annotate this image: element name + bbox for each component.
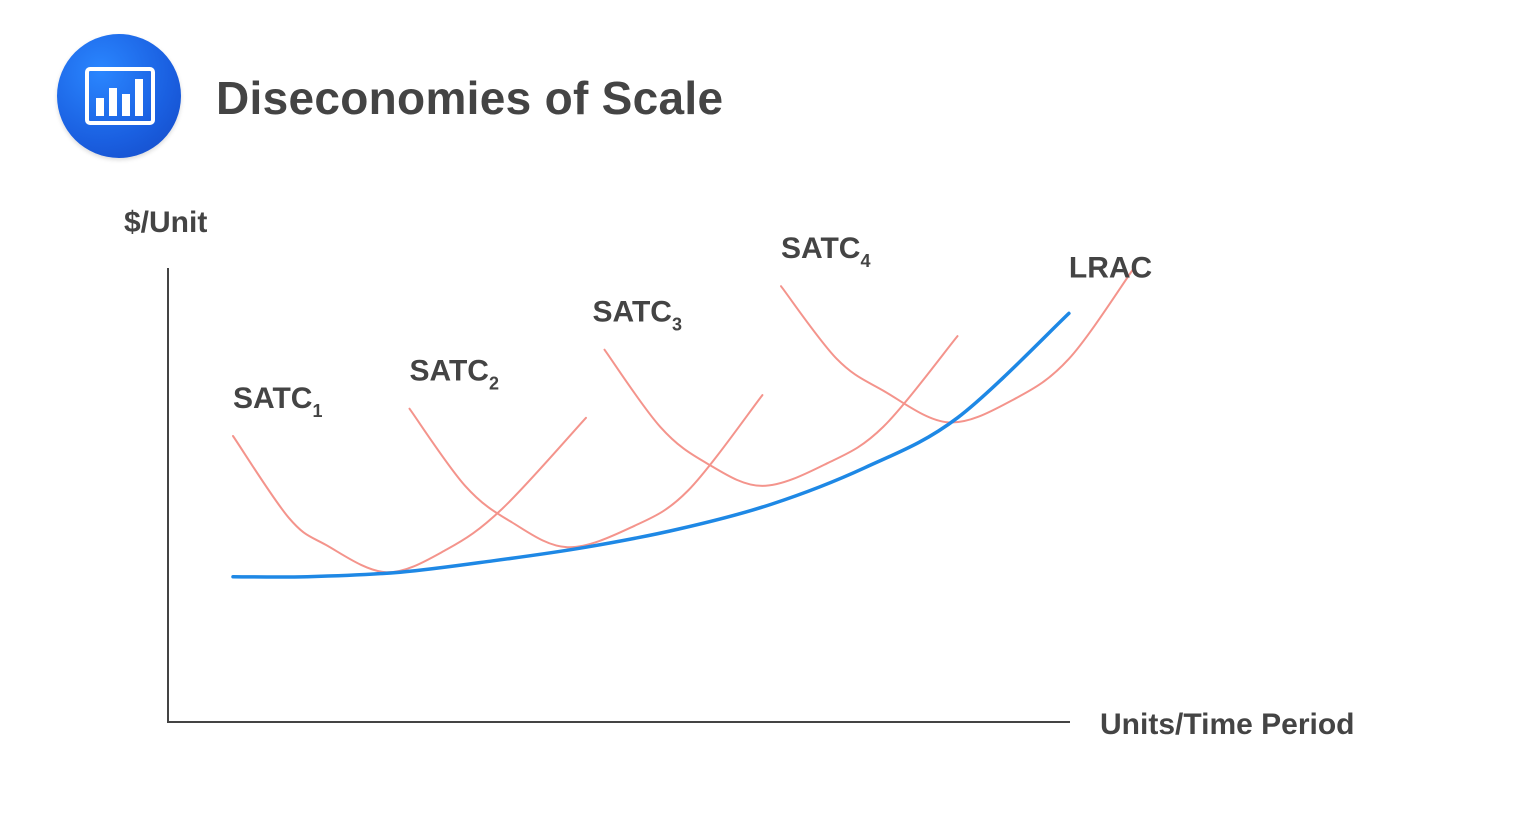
page-title: Diseconomies of Scale — [216, 72, 724, 124]
x-axis-label: Units/Time Period — [1100, 708, 1355, 741]
series-label-subscript: 4 — [860, 251, 870, 271]
series-line-satc2 — [408, 394, 764, 549]
series-line-lrac — [231, 311, 1071, 579]
series-line-satc1 — [232, 416, 587, 574]
series-label-satc3: SATC3 — [593, 296, 682, 335]
series-line-satc3 — [603, 335, 959, 487]
series-label-main: SATC — [233, 382, 312, 415]
y-axis-label: $/Unit — [124, 206, 207, 239]
series-line-satc4 — [780, 267, 1135, 424]
chart-curves — [231, 267, 1135, 579]
series-label-subscript: 3 — [672, 315, 682, 335]
series-label-subscript: 1 — [312, 401, 322, 421]
series-label-main: SATC — [593, 296, 672, 329]
series-label-lrac: LRAC — [1069, 251, 1152, 284]
bar-chart-icon-glyph — [85, 67, 155, 125]
series-label-satc2: SATC2 — [410, 355, 499, 394]
series-label-satc4: SATC4 — [781, 232, 870, 271]
series-label-main: SATC — [781, 232, 860, 265]
series-label-main: LRAC — [1069, 251, 1152, 284]
series-label-satc1: SATC1 — [233, 382, 322, 421]
series-label-subscript: 2 — [489, 374, 499, 394]
bar-chart-icon — [57, 34, 181, 158]
series-label-main: SATC — [410, 355, 489, 388]
